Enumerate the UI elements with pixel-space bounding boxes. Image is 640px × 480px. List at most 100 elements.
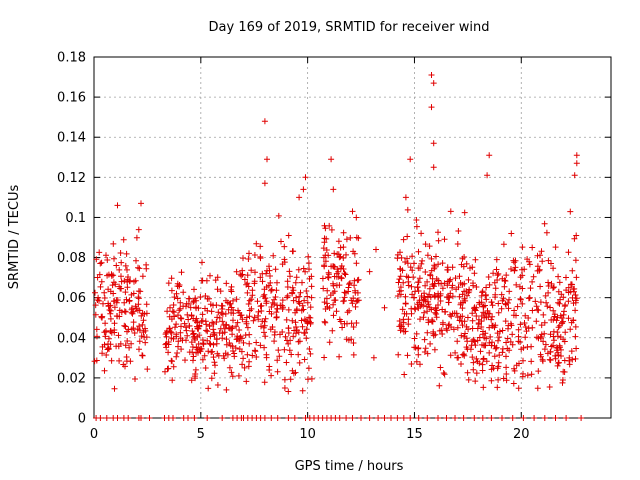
data-point — [420, 314, 427, 321]
data-point — [424, 252, 431, 259]
data-point — [330, 186, 337, 193]
data-point — [350, 351, 357, 358]
data-point — [407, 156, 414, 163]
data-point — [241, 276, 248, 283]
data-point — [187, 304, 194, 311]
data-point — [107, 288, 114, 295]
data-point — [482, 330, 489, 337]
data-point — [102, 320, 109, 327]
data-point — [522, 334, 529, 341]
data-point — [295, 266, 302, 273]
data-point — [219, 415, 226, 421]
data-point — [190, 331, 197, 338]
data-point — [308, 294, 315, 301]
data-point — [552, 352, 559, 359]
data-point — [438, 327, 445, 334]
data-point — [293, 330, 299, 337]
data-point — [330, 280, 336, 287]
data-point — [537, 252, 543, 259]
data-point — [447, 276, 454, 283]
data-point — [442, 308, 449, 315]
data-point — [420, 297, 427, 304]
data-point — [162, 331, 169, 338]
data-point — [94, 274, 101, 281]
data-point — [511, 267, 518, 274]
data-point — [136, 338, 143, 345]
data-point — [480, 384, 487, 391]
data-point — [226, 364, 233, 371]
data-point — [249, 292, 256, 299]
data-point — [261, 291, 268, 298]
data-point — [98, 313, 105, 320]
data-point — [231, 350, 238, 357]
data-point — [123, 358, 130, 365]
data-point — [478, 313, 485, 319]
data-point — [546, 384, 553, 390]
data-point — [282, 333, 289, 340]
data-point — [572, 323, 579, 330]
data-point — [238, 312, 245, 319]
data-point — [533, 303, 540, 310]
data-point — [465, 276, 472, 283]
data-point — [350, 324, 357, 330]
data-point — [210, 326, 217, 333]
data-point — [572, 292, 579, 298]
data-point — [175, 312, 181, 319]
data-point — [422, 269, 429, 275]
data-point — [319, 275, 326, 282]
data-point — [495, 337, 501, 344]
data-point — [480, 342, 487, 349]
data-point — [258, 302, 265, 309]
data-point — [400, 279, 407, 286]
data-point — [191, 298, 197, 304]
data-point — [397, 327, 404, 334]
data-point — [182, 357, 188, 364]
data-point — [234, 319, 241, 326]
data-point — [470, 359, 477, 366]
data-point — [189, 344, 196, 350]
data-point — [104, 346, 111, 353]
data-point — [400, 325, 407, 332]
data-point — [381, 415, 388, 421]
data-point — [321, 354, 328, 361]
data-point — [411, 335, 418, 342]
data-point — [483, 314, 490, 321]
data-point — [550, 333, 557, 340]
data-point — [197, 294, 204, 300]
data-point — [193, 344, 200, 351]
data-point — [352, 303, 359, 310]
data-point — [337, 265, 344, 272]
data-point — [459, 305, 466, 312]
data-point — [448, 313, 455, 320]
data-point — [289, 317, 296, 324]
data-point — [214, 314, 221, 321]
data-point — [336, 353, 343, 360]
data-point — [261, 329, 267, 336]
data-point — [573, 295, 580, 302]
data-point — [526, 261, 533, 268]
data-point — [170, 335, 177, 342]
data-point — [325, 252, 332, 259]
data-point — [349, 415, 356, 421]
data-point — [427, 272, 434, 279]
data-point — [102, 327, 109, 334]
data-point — [445, 322, 452, 329]
data-point — [130, 319, 137, 326]
data-point — [525, 295, 532, 302]
data-point — [394, 293, 401, 299]
data-point — [167, 304, 173, 311]
data-point — [276, 353, 283, 360]
data-point — [261, 344, 268, 351]
data-point — [174, 295, 181, 302]
data-point — [560, 336, 567, 343]
data-point — [111, 304, 118, 311]
data-point — [290, 248, 297, 255]
data-point — [199, 337, 206, 343]
data-point — [462, 330, 468, 337]
data-point — [533, 318, 540, 325]
data-point — [184, 332, 191, 339]
data-point — [473, 313, 480, 319]
data-point — [506, 288, 513, 295]
data-point — [253, 339, 260, 346]
data-point — [178, 323, 184, 330]
